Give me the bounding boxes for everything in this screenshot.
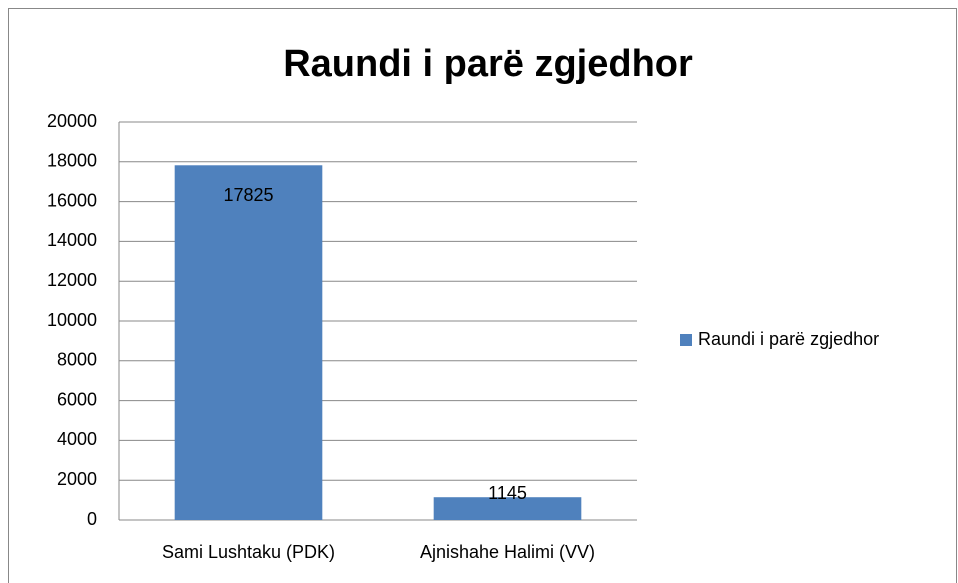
legend-label: Raundi i parë zgjedhor — [698, 329, 879, 349]
y-tick-label: 16000 — [47, 190, 97, 210]
y-tick-label: 6000 — [57, 389, 97, 409]
y-tick-label: 10000 — [47, 310, 97, 330]
bar — [174, 165, 323, 520]
data-label: 17825 — [223, 185, 273, 205]
y-tick-label: 2000 — [57, 469, 97, 489]
y-tick-label: 14000 — [47, 230, 97, 250]
x-tick-label: Sami Lushtaku (PDK) — [162, 542, 335, 562]
chart-frame — [8, 8, 957, 583]
y-tick-label: 20000 — [47, 111, 97, 131]
y-tick-label: 0 — [87, 509, 97, 529]
x-tick-label: Ajnishahe Halimi (VV) — [420, 542, 595, 562]
y-tick-label: 18000 — [47, 151, 97, 171]
y-tick-label: 4000 — [57, 429, 97, 449]
legend-swatch — [680, 334, 692, 346]
chart-title: Raundi i parë zgjedhor — [283, 43, 693, 85]
data-label: 1145 — [488, 483, 527, 503]
y-tick-label: 12000 — [47, 270, 97, 290]
y-tick-label: 8000 — [57, 350, 97, 370]
bar — [433, 497, 582, 520]
